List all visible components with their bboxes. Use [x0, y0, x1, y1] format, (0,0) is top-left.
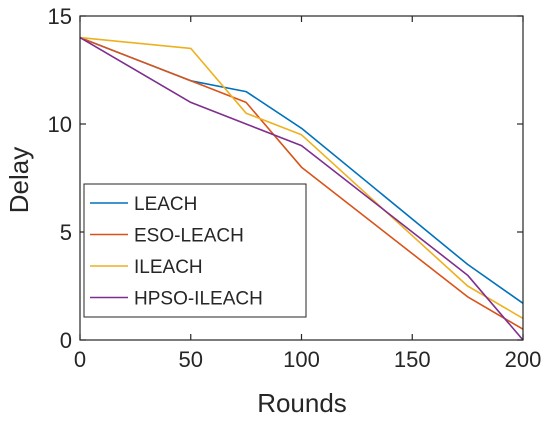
ticks: 0 50 100 150 200 0 5 10 15: [48, 4, 542, 372]
legend-label-eso-leach: ESO-LEACH: [134, 226, 244, 247]
y-tick-label: 0: [60, 328, 72, 353]
series-lines: [79, 36, 524, 341]
series-line-hpso-ileach: [79, 36, 524, 341]
legend-label-ileach: ILEACH: [134, 257, 203, 278]
legend-label-hpso-ileach: HPSO-ILEACH: [134, 289, 263, 310]
x-tick-label: 50: [179, 347, 203, 372]
x-tick-label: 200: [505, 347, 542, 372]
legend-box: [83, 183, 307, 318]
y-tick-label: 5: [60, 220, 72, 245]
x-tick-label: 0: [74, 347, 86, 372]
x-tick-label: 100: [283, 347, 320, 372]
y-tick-label: 10: [48, 112, 72, 137]
y-tick-label: 15: [48, 4, 72, 29]
legend: LEACH ESO-LEACH ILEACH HPSO-ILEACH: [83, 183, 307, 318]
y-axis-title: Delay: [4, 147, 34, 213]
x-axis-title: Rounds: [257, 388, 347, 417]
series-line-ileach: [79, 36, 524, 320]
legend-label-leach: LEACH: [134, 194, 197, 215]
x-tick-label: 150: [394, 347, 431, 372]
